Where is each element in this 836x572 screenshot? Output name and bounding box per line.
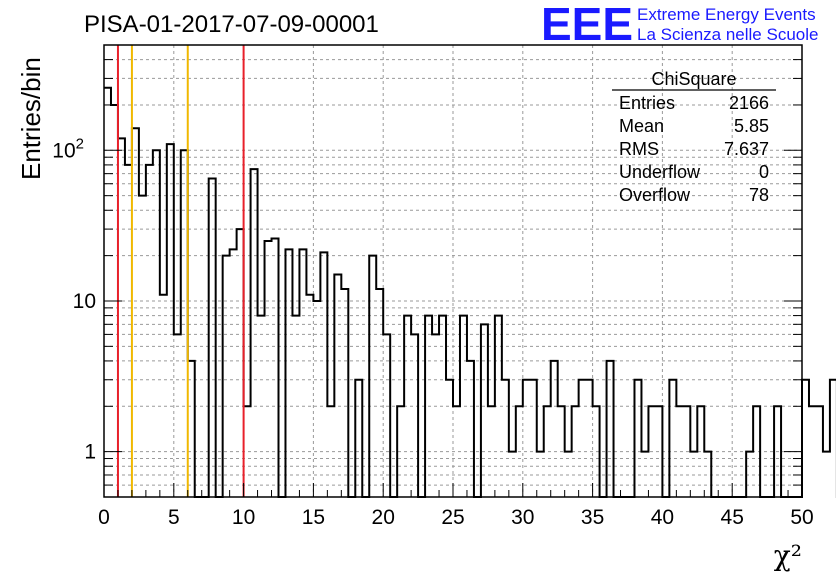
threshold-lines	[116, 45, 245, 497]
y-tick-exponent: 2	[76, 135, 84, 152]
stats-row-label: Underflow	[619, 162, 701, 182]
y-axis-label: Entries/bin	[16, 57, 46, 180]
stats-row-value: 0	[759, 162, 769, 182]
x-tick-label: 30	[511, 506, 534, 529]
stats-row-value: 2166	[729, 93, 769, 113]
x-tick-label: 0	[98, 506, 110, 529]
x-tick-label: 10	[232, 506, 255, 529]
stats-row-label: Overflow	[619, 185, 691, 205]
grid	[104, 45, 802, 497]
stats-row-label: Mean	[619, 116, 664, 136]
x-tick-label: 45	[721, 506, 744, 529]
axis-ticks	[103, 59, 803, 497]
stats-row-value: 78	[749, 185, 769, 205]
y-tick-label: 10	[73, 290, 96, 313]
logo-mark: EEE	[541, 0, 633, 50]
eee-logo: EEE Extreme Energy Events La Scienza nel…	[541, 0, 818, 50]
chart-title: PISA-01-2017-07-09-00001	[84, 11, 379, 38]
stats-row-label: Entries	[619, 93, 675, 113]
stats-title: ChiSquare	[651, 69, 736, 89]
stats-row-value: 5.85	[734, 116, 769, 136]
x-tick-label: 15	[302, 506, 325, 529]
stats-rows: Entries 2166 Mean 5.85 RMS 7.637 Underflow 0 Ove…	[619, 93, 769, 205]
stats-box: ChiSquare Entries 2166 Mean 5.85 RMS 7.637 Und…	[612, 69, 776, 205]
x-tick-label: 25	[441, 506, 464, 529]
x-tick-label: 50	[790, 506, 813, 529]
y-tick-label: 102	[52, 135, 84, 162]
y-tick-label: 1	[84, 441, 96, 464]
x-tick-label: 40	[651, 506, 674, 529]
x-axis-label: χ²	[774, 539, 802, 572]
stats-row-label: RMS	[619, 139, 659, 159]
logo-line-1: Extreme Energy Events	[637, 5, 816, 24]
logo-line-2: La Scienza nelle Scuole	[637, 25, 818, 44]
x-tick-label: 5	[168, 506, 180, 529]
x-tick-label: 20	[372, 506, 395, 529]
x-tick-label: 35	[581, 506, 604, 529]
stats-row-value: 7.637	[724, 139, 769, 159]
